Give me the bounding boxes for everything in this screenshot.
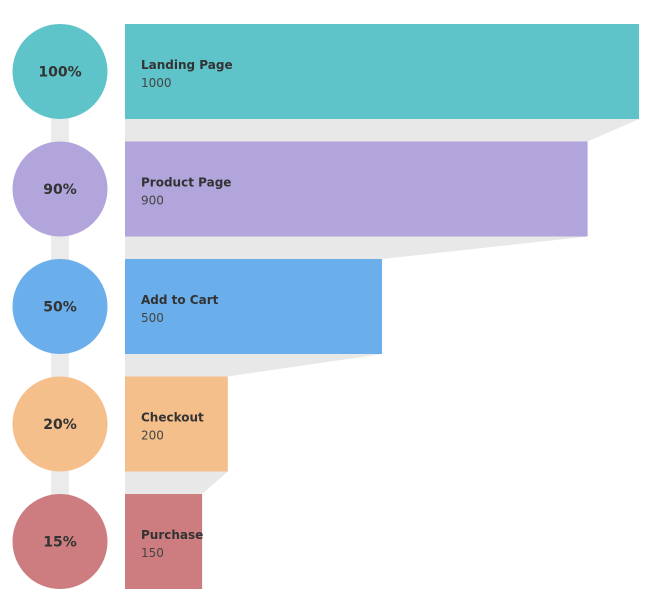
funnel-connectors [125,119,639,494]
funnel-connector-4 [125,471,228,494]
percent-circle-add-to-cart [12,259,108,354]
funnel-bar-purchase [125,494,203,589]
funnel-bar-checkout [125,376,228,472]
percent-circle-landing-page [12,24,108,119]
stage-value-purchase: 150 [141,546,164,560]
funnel-connector-3 [125,354,382,377]
stage-value-checkout: 200 [141,429,164,443]
funnel-connector-2 [125,236,588,259]
funnel-bar-add-to-cart [125,259,382,354]
percent-circle-product-page [12,141,108,237]
funnel-bars: Landing Page 1000 Product Page 900 Add to Ca… [125,24,639,589]
funnel-bar-product-page [125,141,588,237]
stage-label-purchase: Purchase [141,528,203,542]
percent-circle-checkout [12,376,108,472]
funnel-connector-1 [125,119,639,142]
stage-label-checkout: Checkout [141,411,204,425]
stage-label-add-to-cart: Add to Cart [141,293,219,307]
stage-value-landing-page: 1000 [141,76,172,90]
percent-label-purchase: 15% [43,535,77,551]
percent-label-add-to-cart: 50% [43,300,77,316]
percent-circle-purchase [12,494,108,589]
percent-markers: 100% 90% 50% 20% 15% [12,24,108,589]
stage-label-product-page: Product Page [141,176,231,190]
stage-label-landing-page: Landing Page [141,58,233,72]
percent-label-landing-page: 100% [38,65,81,81]
funnel-bar-landing-page [125,24,639,119]
percent-label-product-page: 90% [43,182,77,198]
stage-value-product-page: 900 [141,194,164,208]
percent-label-checkout: 20% [43,417,77,433]
stage-value-add-to-cart: 500 [141,311,164,325]
